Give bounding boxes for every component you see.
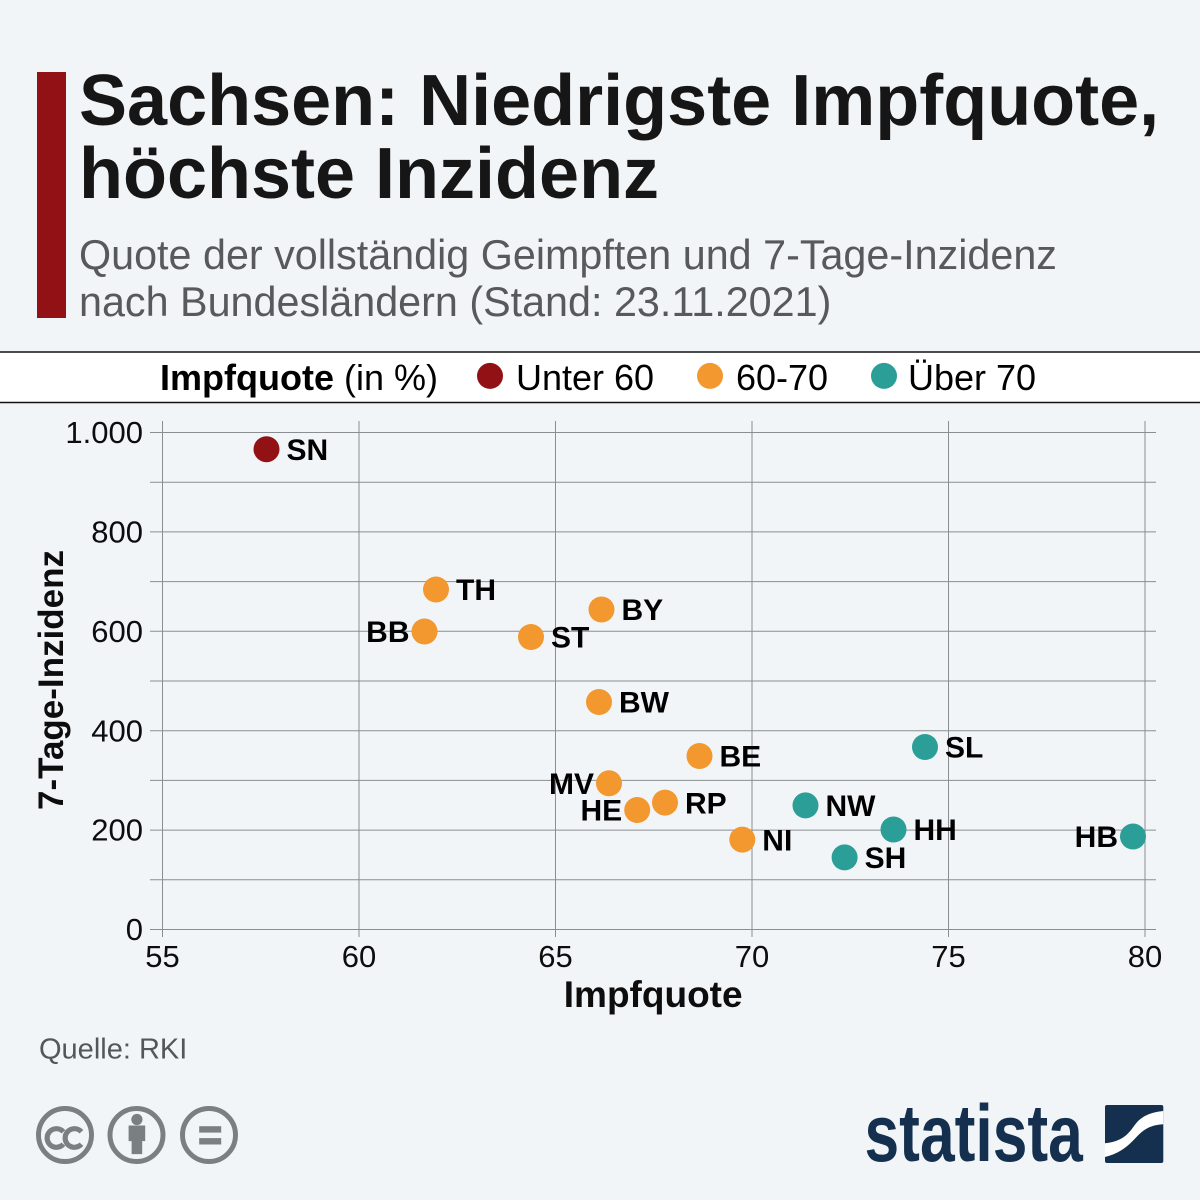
svg-text:Quelle: RKI: Quelle: RKI <box>39 1034 187 1066</box>
svg-text:65: 65 <box>538 939 572 974</box>
svg-text:Impfquote (in %): Impfquote (in %) <box>160 357 438 398</box>
svg-text:80: 80 <box>1128 939 1162 974</box>
svg-text:BY: BY <box>622 594 664 627</box>
svg-text:HB: HB <box>1075 821 1118 854</box>
svg-text:höchste Inzidenz: höchste Inzidenz <box>79 134 659 214</box>
svg-text:75: 75 <box>931 939 965 974</box>
svg-text:HE: HE <box>581 795 623 828</box>
svg-text:MV: MV <box>549 768 594 801</box>
svg-text:RP: RP <box>685 787 727 820</box>
svg-text:70: 70 <box>735 939 769 974</box>
svg-text:statista: statista <box>865 1089 1084 1179</box>
svg-text:nach Bundesländern (Stand: 23.: nach Bundesländern (Stand: 23.11.2021) <box>79 279 831 325</box>
svg-text:BE: BE <box>720 741 762 774</box>
svg-text:Unter 60: Unter 60 <box>516 357 654 398</box>
svg-text:Sachsen: Niedrigste Impfquote,: Sachsen: Niedrigste Impfquote, <box>79 61 1159 141</box>
svg-text:7-Tage-Inzidenz: 7-Tage-Inzidenz <box>32 550 71 810</box>
svg-text:NW: NW <box>826 790 877 823</box>
svg-text:Impfquote: Impfquote <box>564 974 743 1015</box>
svg-text:55: 55 <box>145 939 179 974</box>
svg-text:BW: BW <box>619 687 670 720</box>
svg-text:400: 400 <box>91 713 143 748</box>
svg-text:NI: NI <box>762 824 792 857</box>
svg-text:0: 0 <box>126 912 143 947</box>
svg-text:SH: SH <box>865 842 907 875</box>
svg-text:200: 200 <box>91 813 143 848</box>
svg-text:800: 800 <box>91 515 143 550</box>
svg-text:60: 60 <box>342 939 376 974</box>
svg-text:SL: SL <box>945 732 983 765</box>
svg-text:ST: ST <box>551 622 589 655</box>
svg-text:HH: HH <box>914 814 957 847</box>
svg-text:SN: SN <box>287 434 329 467</box>
svg-text:TH: TH <box>456 574 496 607</box>
svg-text:1.000: 1.000 <box>65 415 143 450</box>
svg-text:600: 600 <box>91 614 143 649</box>
svg-text:BB: BB <box>366 616 409 649</box>
svg-text:60-70: 60-70 <box>736 357 828 398</box>
svg-text:Quote der vollständig Geimpfte: Quote der vollständig Geimpften und 7-Ta… <box>79 232 1057 278</box>
svg-text:Über 70: Über 70 <box>908 357 1036 398</box>
